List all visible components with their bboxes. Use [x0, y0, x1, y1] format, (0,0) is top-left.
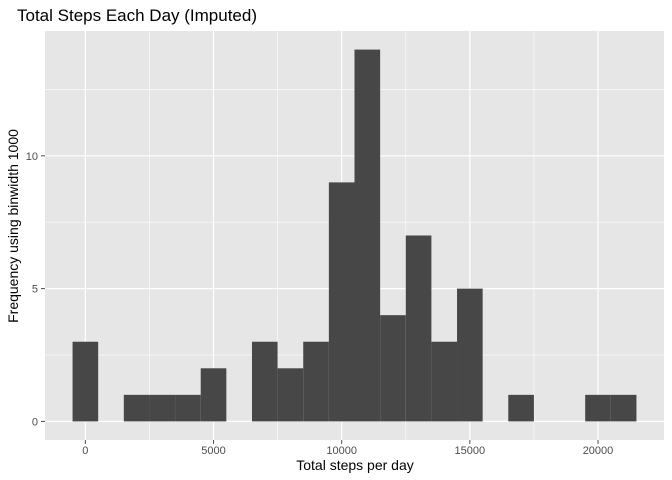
chart-title: Total Steps Each Day (Imputed): [17, 6, 257, 25]
y-tick-label: 5: [32, 284, 38, 296]
x-tick-label: 0: [82, 445, 88, 457]
y-tick-label: 10: [26, 151, 38, 163]
histogram-bar: [610, 394, 637, 422]
histogram-bar: [123, 394, 150, 422]
histogram-bar: [303, 341, 329, 422]
histogram-bar: [380, 315, 406, 422]
y-tick-labels: 0 5 10: [26, 151, 38, 429]
histogram-bar: [175, 394, 201, 422]
histogram-bar: [431, 341, 458, 422]
histogram-bar: [508, 394, 534, 422]
x-tick-labels: 0 5000 10000 15000 20000: [82, 445, 613, 457]
histogram-bar: [200, 368, 227, 422]
y-tick-label: 0: [32, 416, 38, 428]
histogram-bar: [251, 341, 278, 422]
histogram-bar: [354, 49, 381, 422]
histogram-bar: [72, 341, 99, 422]
y-axis-title: Frequency using binwidth 1000: [5, 129, 21, 323]
x-tick-label: 15000: [455, 445, 486, 457]
histogram-bar: [149, 394, 176, 422]
histogram-bar: [457, 288, 483, 422]
axis-ticks: [41, 155, 599, 444]
x-tick-label: 5000: [201, 445, 225, 457]
histogram-bar: [328, 182, 355, 422]
histogram-bar: [405, 235, 432, 422]
histogram-bars: [72, 49, 637, 422]
x-axis-title: Total steps per day: [296, 457, 414, 473]
histogram-bar: [277, 368, 304, 422]
x-tick-label: 20000: [583, 445, 614, 457]
histogram-bar: [585, 394, 611, 422]
x-tick-label: 10000: [326, 445, 357, 457]
